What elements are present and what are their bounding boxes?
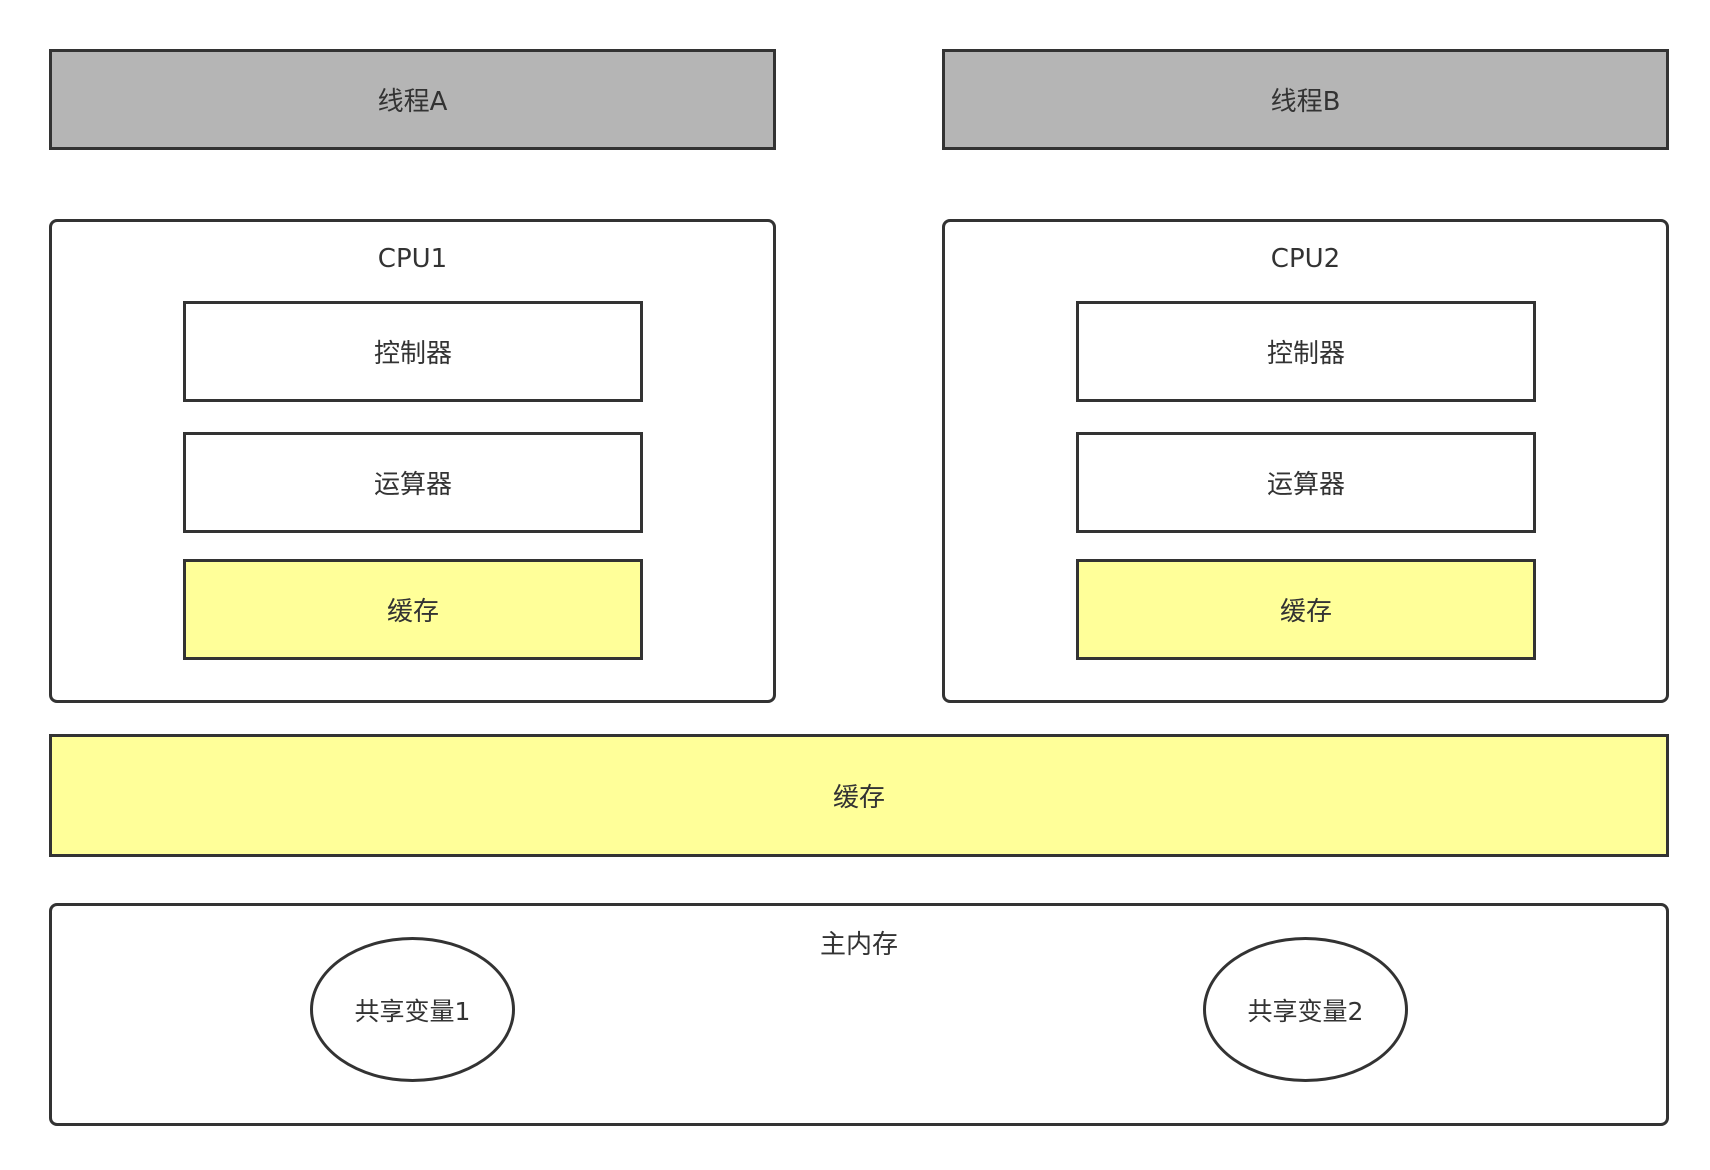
- cpu2-container: CPU2 控制器 运算器 缓存: [942, 219, 1669, 703]
- thread-a-box: 线程A: [49, 49, 776, 150]
- cpu1-alu-label: 运算器: [373, 470, 452, 500]
- cpu2-controller-label: 控制器: [1266, 339, 1345, 369]
- cpu1-container: CPU1 控制器 运算器 缓存: [49, 219, 776, 703]
- cpu2-controller-box: 控制器: [1076, 301, 1536, 402]
- cpu2-cache-label: 缓存: [1279, 597, 1332, 627]
- cpu2-cache-box: 缓存: [1076, 559, 1536, 660]
- shared-cache-label: 缓存: [832, 783, 885, 813]
- cpu1-cache-box: 缓存: [183, 559, 643, 660]
- cpu1-controller-label: 控制器: [373, 339, 452, 369]
- cpu1-controller-box: 控制器: [183, 301, 643, 402]
- thread-a-label: 线程A: [377, 87, 448, 117]
- cpu1-cache-label: 缓存: [386, 597, 439, 627]
- shared-cache-box: 缓存: [49, 734, 1669, 857]
- cpu1-alu-box: 运算器: [183, 432, 643, 533]
- main-memory-container: 主内存 共享变量1 共享变量2: [49, 903, 1669, 1126]
- shared-variable-2: 共享变量2: [1203, 937, 1408, 1082]
- shared-variable-2-label: 共享变量2: [1247, 996, 1364, 1026]
- cpu1-title: CPU1: [377, 244, 448, 274]
- thread-b-box: 线程B: [942, 49, 1669, 150]
- cpu2-alu-label: 运算器: [1266, 470, 1345, 500]
- thread-b-label: 线程B: [1270, 87, 1341, 117]
- cpu2-alu-box: 运算器: [1076, 432, 1536, 533]
- main-memory-title: 主内存: [819, 930, 898, 960]
- shared-variable-1-label: 共享变量1: [354, 996, 471, 1026]
- shared-variable-1: 共享变量1: [310, 937, 515, 1082]
- cpu2-title: CPU2: [1270, 244, 1341, 274]
